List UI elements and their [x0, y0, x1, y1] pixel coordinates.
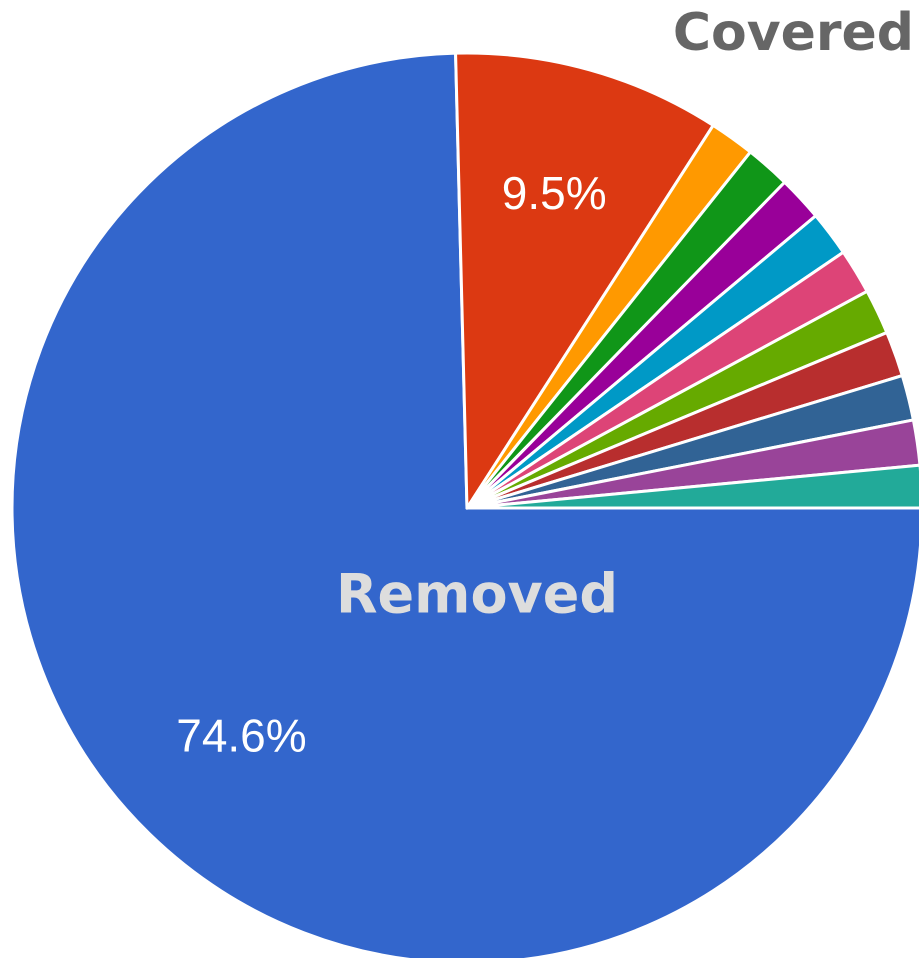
annotation: Removed — [336, 563, 618, 626]
pie-slice — [454, 51, 715, 510]
data-label: 9.5% — [502, 167, 607, 219]
annotation: Covered — [673, 3, 914, 63]
data-label: 74.6% — [176, 709, 306, 761]
pie-slice — [465, 463, 919, 510]
pie: 74.6% 9.5% — [10, 51, 919, 958]
pie-slice — [465, 418, 919, 510]
